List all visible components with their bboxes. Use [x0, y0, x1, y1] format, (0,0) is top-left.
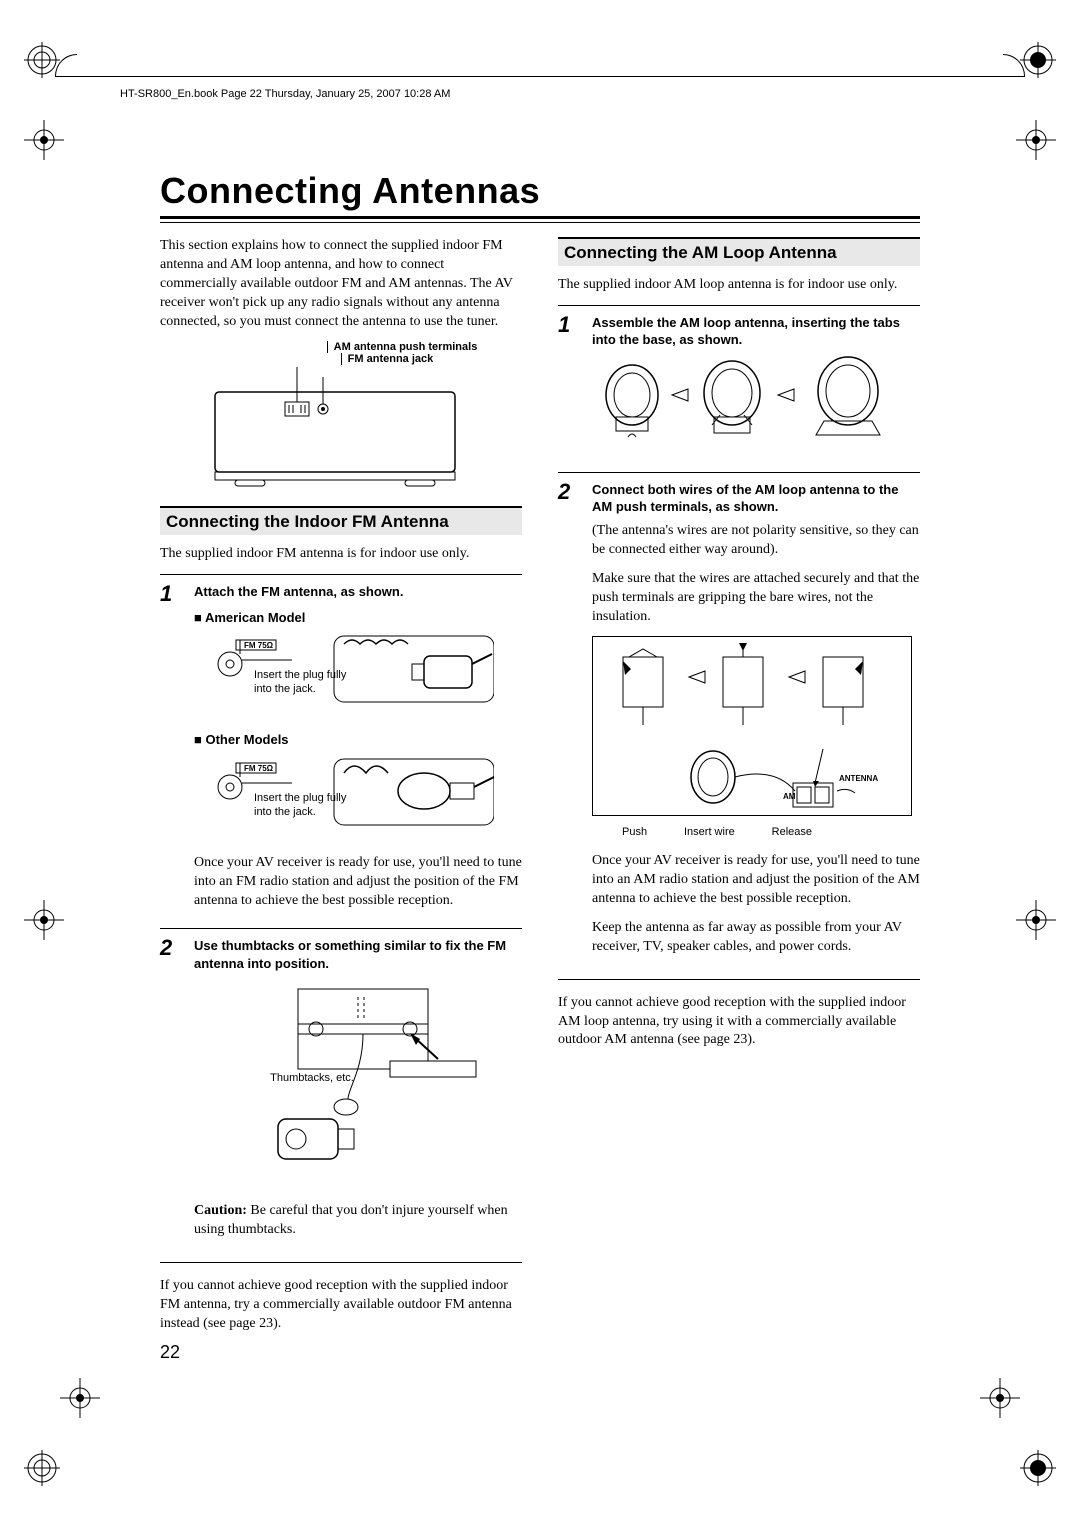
left-column: This section explains how to connect the…: [160, 237, 522, 1344]
fm-caution: Caution: Be careful that you don't injur…: [194, 1202, 522, 1240]
am-step2-para2: Make sure that the wires are attached se…: [592, 570, 920, 627]
registration-mark-bottom-mid-left: [60, 1378, 100, 1418]
fm-step-2: 2 Use thumbtacks or something similar to…: [160, 928, 522, 1263]
svg-text:into the jack.: into the jack.: [254, 683, 316, 695]
push-labels-row: Push Insert wire Release: [622, 825, 812, 840]
am-push-terminal-figure: ANTENNA AM Push Insert wire Release: [592, 636, 920, 840]
american-model-heading: American Model: [194, 609, 522, 627]
page-title: Connecting Antennas: [160, 170, 920, 212]
am-step2-after2: Keep the antenna as far away as possible…: [592, 919, 920, 957]
receiver-top-figure: AM antenna push terminals FM antenna jac…: [160, 341, 522, 492]
thumbtack-label: Thumbtacks, etc.: [262, 1071, 362, 1086]
registration-mark-top-right: [1020, 42, 1056, 78]
am-step-1: 1 Assemble the AM loop antenna, insertin…: [558, 305, 920, 464]
fm-step2-title: Use thumbtacks or something similar to f…: [194, 937, 522, 972]
registration-mark-mid-left: [24, 120, 64, 160]
insert-wire-label: Insert wire: [684, 825, 735, 840]
fm-step1-title: Attach the FM antenna, as shown.: [194, 583, 522, 601]
am-assembly-figure: [592, 355, 920, 452]
registration-mark-bottom-left: [24, 1450, 60, 1486]
am-step-2: 2 Connect both wires of the AM loop ante…: [558, 472, 920, 980]
fm-footer-text: If you cannot achieve good reception wit…: [160, 1277, 522, 1334]
am-step1-title: Assemble the AM loop antenna, inserting …: [592, 314, 920, 349]
svg-text:AM: AM: [783, 792, 796, 801]
receiver-diagram-icon: [205, 367, 465, 487]
registration-mark-center-left: [24, 900, 64, 940]
svg-text:Insert the plug fully: Insert the plug fully: [254, 669, 347, 681]
registration-mark-bottom-mid-right: [980, 1378, 1020, 1418]
fm-jack-label: FM 75Ω: [244, 641, 274, 650]
step-number: 2: [160, 937, 184, 1250]
registration-mark-center-right: [1016, 900, 1056, 940]
callout-fm-jack: FM antenna jack: [341, 353, 478, 365]
fm-other-figure: FM 75Ω Insert the plug fully into the ja…: [194, 755, 522, 842]
svg-text:FM 75Ω: FM 75Ω: [244, 764, 274, 773]
step-number: 1: [160, 583, 184, 920]
page-header-text: HT-SR800_En.book Page 22 Thursday, Janua…: [120, 88, 450, 100]
other-models-heading: Other Models: [194, 731, 522, 749]
fm-other-plug-icon: FM 75Ω Insert the plug fully into the ja…: [194, 755, 494, 835]
header-rule: [55, 76, 1025, 77]
am-step2-title: Connect both wires of the AM loop antenn…: [592, 481, 920, 516]
am-step2-after1: Once your AV receiver is ready for use, …: [592, 852, 920, 909]
am-assembly-icon: [592, 355, 912, 445]
step-number: 2: [558, 481, 582, 967]
caution-label: Caution:: [194, 1203, 247, 1218]
release-label: Release: [772, 825, 812, 840]
am-footer-text: If you cannot achieve good reception wit…: [558, 994, 920, 1051]
svg-text:ANTENNA: ANTENNA: [839, 774, 878, 783]
fm-step-1: 1 Attach the FM antenna, as shown. Ameri…: [160, 574, 522, 920]
am-push-terminal-icon: ANTENNA AM: [592, 636, 912, 816]
title-rule: [160, 216, 920, 223]
fm-lead-text: The supplied indoor FM antenna is for in…: [160, 545, 522, 564]
fm-section-heading: Connecting the Indoor FM Antenna: [160, 506, 522, 535]
page-number: 22: [160, 1342, 180, 1363]
fm-step1-after: Once your AV receiver is ready for use, …: [194, 854, 522, 911]
page-content: Connecting Antennas This section explain…: [160, 170, 920, 1344]
registration-mark-mid-right: [1016, 120, 1056, 160]
callout-am-terminals: AM antenna push terminals: [327, 341, 478, 353]
fm-american-figure: FM 75Ω Insert the plug fully into the ja…: [194, 632, 522, 719]
step-number: 1: [558, 314, 582, 464]
fm-american-plug-icon: FM 75Ω Insert the plug fully into the ja…: [194, 632, 494, 712]
am-section-heading: Connecting the AM Loop Antenna: [558, 237, 920, 266]
am-step2-para1: (The antenna's wires are not polarity se…: [592, 522, 920, 560]
intro-paragraph: This section explains how to connect the…: [160, 237, 522, 331]
right-column: Connecting the AM Loop Antenna The suppl…: [558, 237, 920, 1344]
two-column-layout: This section explains how to connect the…: [160, 237, 920, 1344]
registration-mark-bottom-right: [1020, 1450, 1056, 1486]
push-label: Push: [622, 825, 647, 840]
am-lead-text: The supplied indoor AM loop antenna is f…: [558, 276, 920, 295]
thumbtack-figure: Thumbtacks, etc.: [194, 979, 522, 1191]
svg-text:into the jack.: into the jack.: [254, 806, 316, 818]
registration-mark-top-left: [24, 42, 60, 78]
svg-text:Insert the plug fully: Insert the plug fully: [254, 792, 347, 804]
